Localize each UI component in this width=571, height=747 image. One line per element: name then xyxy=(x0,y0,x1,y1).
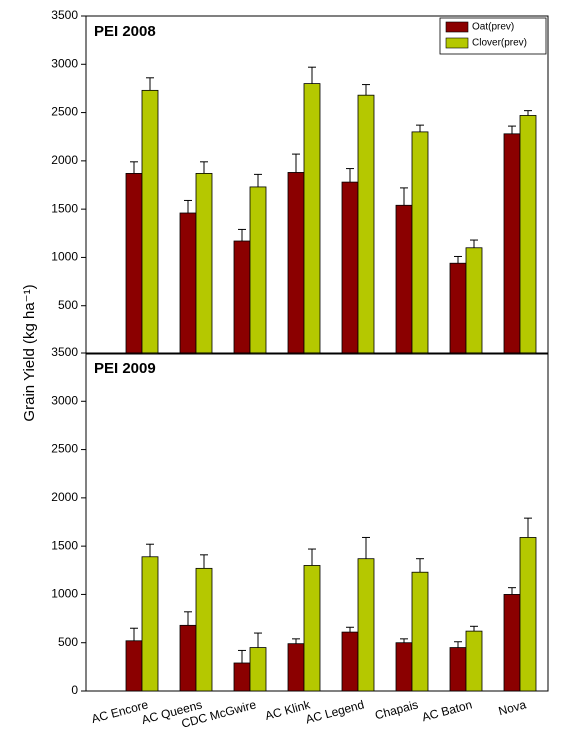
bar xyxy=(195,567,213,692)
bar xyxy=(141,89,159,355)
bar xyxy=(341,631,359,692)
y-tick-label: 500 xyxy=(58,635,78,649)
bar xyxy=(141,556,159,692)
bar xyxy=(503,594,521,692)
bar xyxy=(125,173,143,355)
y-tick-label: 0 xyxy=(71,683,78,697)
bar xyxy=(303,83,321,355)
x-tick-label: AC Baton xyxy=(420,697,473,724)
y-axis-label: Grain Yield (kg ha⁻¹) xyxy=(21,284,38,421)
y-tick-label: 2500 xyxy=(51,442,78,456)
bar xyxy=(465,247,483,355)
panel-title: PEI 2009 xyxy=(94,360,156,377)
bar xyxy=(233,662,251,692)
bar xyxy=(411,571,429,692)
bar xyxy=(465,630,483,692)
x-tick-label: Chapais xyxy=(373,697,419,722)
panel-title: PEI 2008 xyxy=(94,23,156,40)
bar xyxy=(395,204,413,355)
bar xyxy=(249,647,267,692)
y-tick-label: 3500 xyxy=(51,345,78,359)
bar xyxy=(357,558,375,692)
y-tick-label: 3000 xyxy=(51,56,78,70)
y-tick-label: 1000 xyxy=(51,250,78,264)
bar xyxy=(287,172,305,355)
y-tick-label: 500 xyxy=(58,298,78,312)
bar xyxy=(341,181,359,355)
bar xyxy=(125,640,143,692)
bar xyxy=(179,624,197,692)
bar xyxy=(249,186,267,355)
x-tick-label: AC Encore xyxy=(90,697,150,726)
y-tick-label: 3000 xyxy=(51,393,78,407)
y-tick-label: 3500 xyxy=(51,8,78,22)
legend-label: Clover(prev) xyxy=(472,38,527,49)
y-tick-label: 2000 xyxy=(51,490,78,504)
bar xyxy=(503,133,521,355)
y-tick-label: 2500 xyxy=(51,105,78,119)
bar xyxy=(449,262,467,355)
y-tick-label: 1500 xyxy=(51,201,78,215)
bar xyxy=(179,212,197,355)
y-tick-label: 2000 xyxy=(51,153,78,167)
bar xyxy=(233,240,251,355)
legend-label: Oat(prev) xyxy=(472,22,514,33)
bar xyxy=(411,131,429,355)
bar xyxy=(303,565,321,692)
legend-swatch xyxy=(445,21,469,33)
bar xyxy=(395,642,413,692)
y-tick-label: 1000 xyxy=(51,587,78,601)
y-tick-label: 1500 xyxy=(51,538,78,552)
bar xyxy=(287,643,305,692)
x-tick-label: AC Legend xyxy=(304,697,366,726)
bar xyxy=(195,173,213,355)
x-tick-label: Nova xyxy=(497,697,528,718)
bar xyxy=(449,647,467,692)
bar xyxy=(519,537,537,692)
legend-swatch xyxy=(445,37,469,49)
bar xyxy=(357,94,375,355)
bar xyxy=(519,115,537,355)
